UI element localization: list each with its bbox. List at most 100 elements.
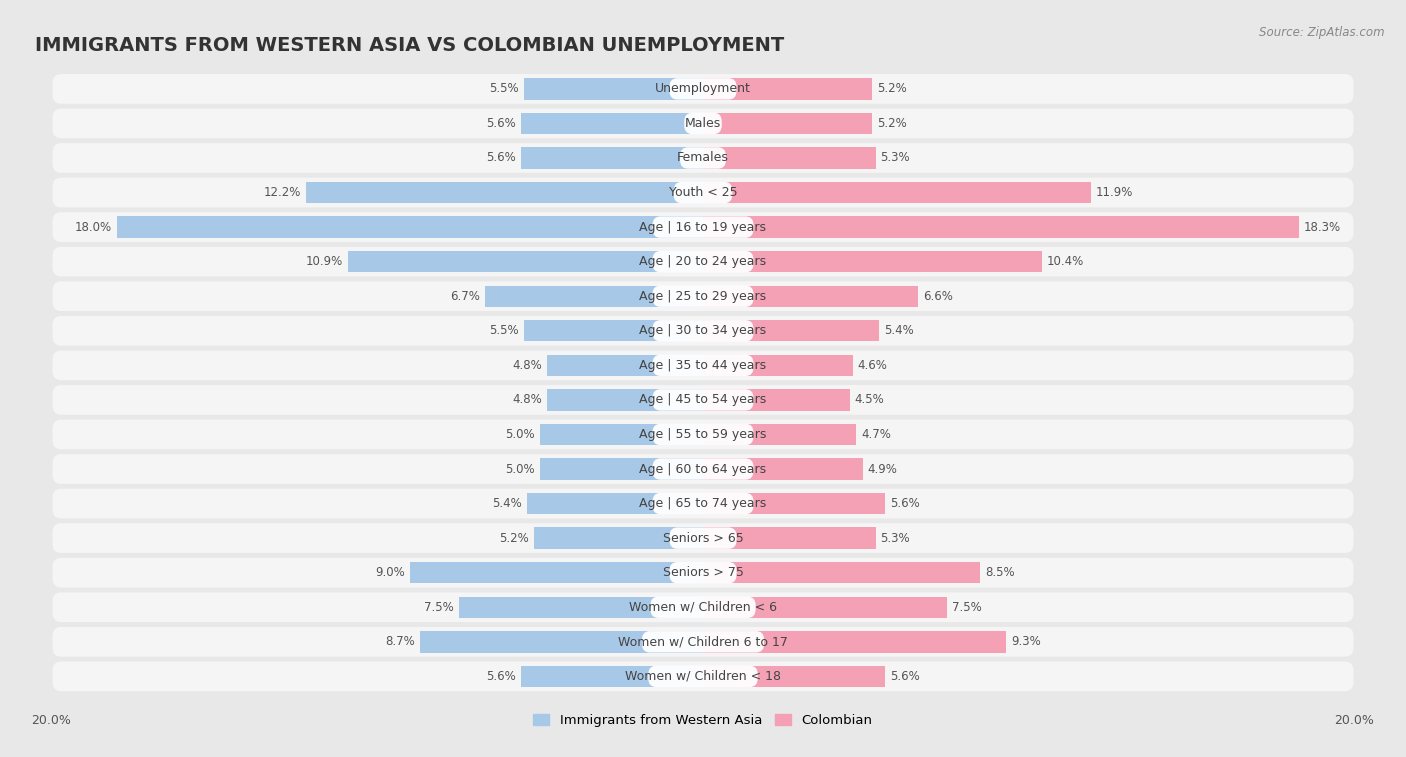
FancyBboxPatch shape [52,660,1354,692]
Text: 10.9%: 10.9% [305,255,343,268]
FancyBboxPatch shape [669,528,737,549]
Text: 18.0%: 18.0% [75,220,111,234]
FancyBboxPatch shape [669,78,737,100]
Text: 5.5%: 5.5% [489,324,519,338]
FancyBboxPatch shape [648,665,758,687]
Text: 7.5%: 7.5% [952,601,981,614]
FancyBboxPatch shape [652,320,754,341]
Text: Seniors > 65: Seniors > 65 [662,531,744,544]
Bar [703,424,856,445]
Bar [117,217,703,238]
Bar [703,665,886,687]
Bar [703,217,1299,238]
Bar [703,354,853,376]
Text: 5.6%: 5.6% [890,497,920,510]
Text: 4.9%: 4.9% [868,463,897,475]
Bar [703,493,886,514]
Text: 9.3%: 9.3% [1011,635,1040,648]
Bar [703,562,980,584]
Bar [703,78,872,100]
Text: 8.7%: 8.7% [385,635,415,648]
FancyBboxPatch shape [652,285,754,307]
Text: 6.6%: 6.6% [922,290,953,303]
FancyBboxPatch shape [52,522,1354,554]
Text: 5.6%: 5.6% [890,670,920,683]
FancyBboxPatch shape [652,458,754,480]
FancyBboxPatch shape [52,350,1354,382]
Text: 5.5%: 5.5% [489,83,519,95]
Bar [347,251,703,273]
Text: Age | 60 to 64 years: Age | 60 to 64 years [640,463,766,475]
FancyBboxPatch shape [652,493,754,514]
Bar [524,78,703,100]
FancyBboxPatch shape [52,315,1354,347]
Text: 5.2%: 5.2% [877,117,907,130]
Text: Seniors > 75: Seniors > 75 [662,566,744,579]
FancyBboxPatch shape [652,217,754,238]
Text: 4.6%: 4.6% [858,359,887,372]
Bar [485,285,703,307]
Bar [703,458,863,480]
Text: Males: Males [685,117,721,130]
Text: 5.4%: 5.4% [884,324,914,338]
Text: 18.3%: 18.3% [1303,220,1341,234]
FancyBboxPatch shape [52,211,1354,243]
Bar [703,113,872,134]
Text: 7.5%: 7.5% [425,601,454,614]
Text: Age | 16 to 19 years: Age | 16 to 19 years [640,220,766,234]
Text: 11.9%: 11.9% [1095,186,1133,199]
Bar [540,458,703,480]
Text: 4.8%: 4.8% [512,394,541,407]
FancyBboxPatch shape [652,389,754,410]
Bar [703,251,1042,273]
FancyBboxPatch shape [52,488,1354,519]
Bar [458,597,703,618]
FancyBboxPatch shape [52,591,1354,623]
FancyBboxPatch shape [52,73,1354,104]
Text: Women w/ Children 6 to 17: Women w/ Children 6 to 17 [619,635,787,648]
Bar [703,285,918,307]
FancyBboxPatch shape [681,148,725,169]
Bar [305,182,703,203]
FancyBboxPatch shape [652,424,754,445]
Bar [703,320,879,341]
Bar [703,148,876,169]
Text: 5.6%: 5.6% [486,670,516,683]
FancyBboxPatch shape [52,384,1354,416]
Bar [419,631,703,653]
Bar [547,354,703,376]
FancyBboxPatch shape [52,419,1354,450]
FancyBboxPatch shape [52,142,1354,174]
Text: Youth < 25: Youth < 25 [669,186,737,199]
FancyBboxPatch shape [685,113,721,134]
FancyBboxPatch shape [652,354,754,376]
Bar [524,320,703,341]
FancyBboxPatch shape [669,562,737,584]
Text: 5.4%: 5.4% [492,497,522,510]
Text: Age | 55 to 59 years: Age | 55 to 59 years [640,428,766,441]
Bar [520,148,703,169]
Text: Females: Females [678,151,728,164]
Text: 5.6%: 5.6% [486,117,516,130]
Bar [534,528,703,549]
Bar [409,562,703,584]
Text: 6.7%: 6.7% [450,290,479,303]
FancyBboxPatch shape [52,107,1354,139]
Text: Unemployment: Unemployment [655,83,751,95]
Text: Age | 65 to 74 years: Age | 65 to 74 years [640,497,766,510]
FancyBboxPatch shape [52,626,1354,658]
Bar [703,182,1091,203]
FancyBboxPatch shape [52,557,1354,589]
Text: 4.8%: 4.8% [512,359,541,372]
Bar [547,389,703,410]
FancyBboxPatch shape [652,251,754,273]
Text: 4.5%: 4.5% [855,394,884,407]
Text: Age | 35 to 44 years: Age | 35 to 44 years [640,359,766,372]
Bar [540,424,703,445]
Text: 5.6%: 5.6% [486,151,516,164]
Text: 5.3%: 5.3% [880,531,910,544]
Text: 8.5%: 8.5% [984,566,1014,579]
Text: 12.2%: 12.2% [263,186,301,199]
FancyBboxPatch shape [52,453,1354,485]
FancyBboxPatch shape [52,176,1354,208]
